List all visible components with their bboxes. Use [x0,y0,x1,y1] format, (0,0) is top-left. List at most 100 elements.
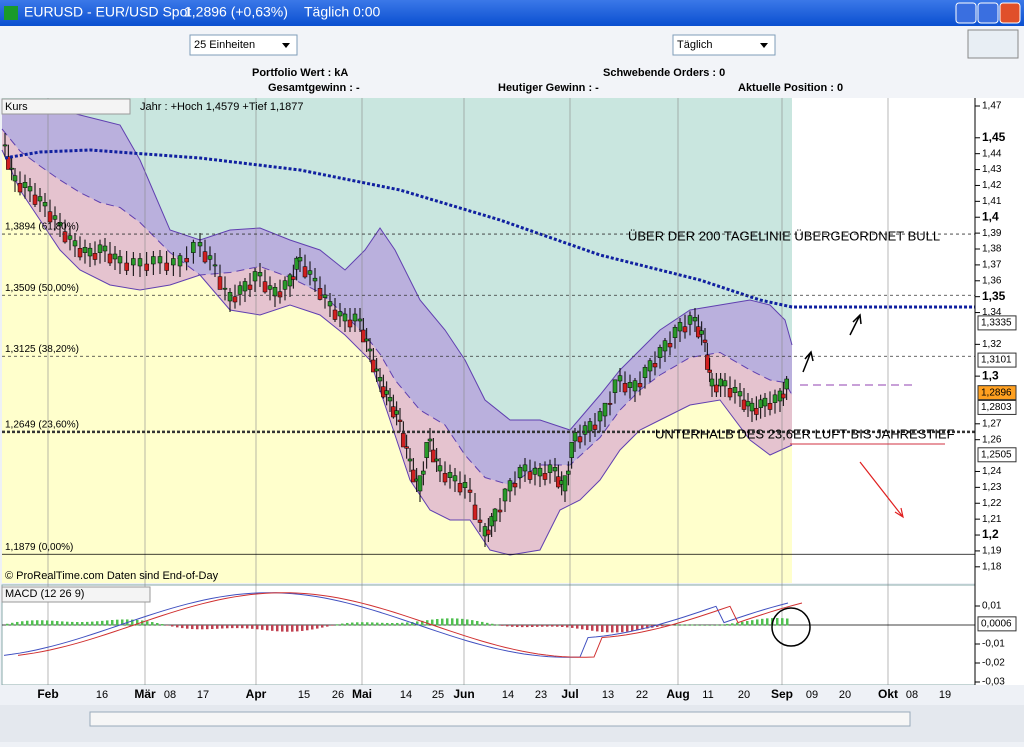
fib-label: 1,3509 (50,00%) [5,283,79,294]
macd-bar [281,625,284,632]
macd-bar [581,625,584,630]
candle [537,467,543,477]
macd-bar [496,624,499,626]
macd-bar [571,625,574,628]
macd-bar [591,625,594,631]
macd-bar [326,625,329,627]
macd-bar [46,620,49,626]
candle [357,318,363,322]
macd-bar [366,622,369,626]
x-tick-label: 20 [738,689,750,701]
macd-bar [181,625,184,629]
arrows [802,313,862,373]
candle [227,292,233,302]
candle [374,368,379,372]
panel-header [1,586,151,603]
macd-bar [411,621,414,626]
y-tick-label: 1,19 [982,546,1002,557]
macd-bar [101,620,104,626]
macd-bar [586,625,589,631]
macd-bar [56,621,59,626]
units-text: 25 Einheiten [194,39,255,51]
candle [397,419,403,422]
macd-bar [686,624,689,626]
macd-bar [461,618,464,626]
candle [287,274,293,287]
candle [758,399,763,408]
candle [577,436,583,443]
candle [642,367,648,378]
x-tick-label: 23 [535,689,547,701]
macd-bar [261,625,264,630]
candle [144,263,149,271]
candle [171,258,176,266]
x-tick-label: Jun [453,687,474,701]
macd-bar [221,625,224,629]
macd-bar [291,625,294,632]
price-marker-label: 1,2505 [981,449,1012,460]
candle [732,387,738,393]
arrow [760,43,768,48]
x-tick-label: 11 [702,689,713,701]
macd-bar [776,618,779,626]
x-tick-label: Mai [352,687,372,701]
candle [467,489,473,493]
candle [457,483,463,493]
close[interactable] [999,2,1021,24]
macd-bar [146,621,149,626]
candle [124,262,129,271]
y-tick-label: 1,22 [982,498,1002,509]
macd-bar [646,625,649,629]
macd-bar [691,624,694,626]
future-area [792,98,975,583]
x-tick-label: 26 [332,689,344,701]
candle [647,360,653,372]
macd-bar [621,625,624,633]
candle [547,464,553,473]
y-tick-label: 1,38 [982,244,1002,255]
arrow [282,43,290,48]
candle [117,256,123,264]
candle [27,186,33,192]
candle [282,280,288,290]
candle [112,253,118,260]
candle [9,167,14,170]
macd-bar [681,624,684,626]
candle [242,281,248,292]
candle [705,354,710,370]
price-marker [977,399,1017,415]
y-tick-label: 0,01 [982,601,1002,612]
fib-label: 1,3894 (61,80%) [5,222,79,233]
x-tick-label: Sep [771,687,793,701]
macd-bar [166,625,169,626]
macd-bar [336,624,339,626]
title-bar [0,0,1024,26]
signal-line [17,592,803,658]
candle [582,425,588,435]
y-tick-label: 1,43 [982,164,1002,175]
macd-bar [11,622,14,626]
macd-bar [566,625,569,628]
candle [417,475,423,492]
macd-bar [721,624,724,626]
macd-bar [216,625,219,629]
y-tick-label: 1,21 [982,514,1002,525]
macd-bar [241,625,244,629]
macd-bar [31,620,34,626]
macd-bar [786,618,789,626]
maximize[interactable] [977,2,999,24]
minimize[interactable] [955,2,977,24]
scrollbar[interactable] [89,711,911,727]
candle [762,397,768,407]
chart-tool[interactable] [967,29,1019,59]
candle [434,458,439,462]
candle [784,378,789,390]
macd-bar [626,625,629,632]
interval-select[interactable] [672,34,776,56]
units-select[interactable] [189,34,298,56]
macd-bar [456,618,459,626]
x-tick-label: 16 [96,689,108,701]
macd-bar [116,619,119,626]
macd-bar [266,625,269,631]
